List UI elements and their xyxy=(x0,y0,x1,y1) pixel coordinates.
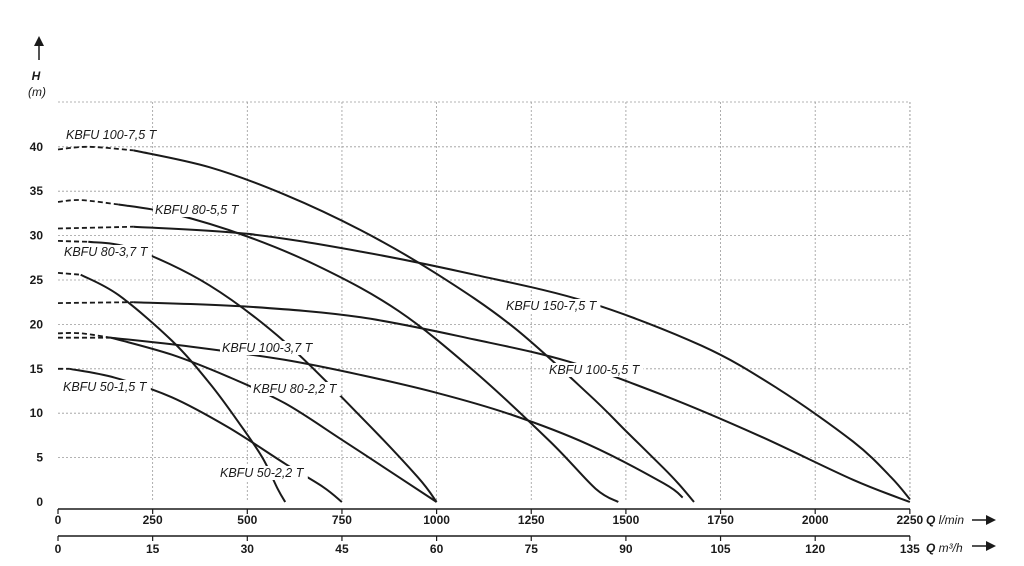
y-tick-label: 25 xyxy=(30,273,44,287)
curve-kbfu-50-2-2-t xyxy=(80,273,287,503)
curve-kbfu-150-7-5-t xyxy=(133,225,911,500)
x-primary-tick-label: 250 xyxy=(143,513,163,527)
x-primary-tick-label: 2250 xyxy=(896,513,923,527)
y-tick-label: 0 xyxy=(36,495,43,509)
curve-kbfu-100-5-5-t xyxy=(133,301,911,503)
x-primary-arrow-head xyxy=(986,515,996,525)
curve-kbfu-100-5-5-t-dashed xyxy=(57,301,134,304)
label-bg-kbfu-50-2-2-t xyxy=(218,466,308,480)
label-bg-kbfu-80-5-5-t xyxy=(153,203,243,217)
y-tick-label: 20 xyxy=(30,317,44,331)
y-tick-label: 10 xyxy=(30,406,44,420)
curve-kbfu-80-5-5-t xyxy=(118,203,619,503)
label-kbfu-80-2-2-t: KBFU 80-2,2 T xyxy=(253,382,338,396)
label-kbfu-100-3-7-t: KBFU 100-3,7 T xyxy=(222,341,314,355)
x-primary-tick-label: 1000 xyxy=(423,513,450,527)
label-bg-kbfu-100-7-5-t xyxy=(64,128,161,142)
label-kbfu-100-7-5-t: KBFU 100-7,5 T xyxy=(66,128,158,142)
y-tick-label: 15 xyxy=(30,362,44,376)
curve-kbfu-150-7-5-t-dashed xyxy=(57,225,134,230)
x-secondary-tick-label: 0 xyxy=(55,542,62,556)
curve-kbfu-80-3-7-t xyxy=(88,240,438,503)
curve-kbfu-100-7-5-t-dashed xyxy=(57,145,134,152)
y-tick-label: 40 xyxy=(30,140,44,154)
x-secondary-tick-label: 45 xyxy=(335,542,349,556)
x-secondary-tick-label: 15 xyxy=(146,542,160,556)
x-secondary-tick-label: 120 xyxy=(805,542,825,556)
y-tick-label: 30 xyxy=(30,229,44,243)
y-axis-arrow-head xyxy=(34,36,44,46)
x-axis-secondary-title: Q m³/h xyxy=(926,541,963,555)
label-bg-kbfu-100-5-5-t xyxy=(547,363,644,377)
curve-kbfu-80-2-2-t xyxy=(110,336,438,503)
curve-kbfu-50-2-2-t-dashed xyxy=(57,272,81,276)
curve-kbfu-100-7-5-t xyxy=(133,149,695,503)
pump-curves xyxy=(57,145,911,503)
y-tick-label: 5 xyxy=(36,451,43,465)
x-primary-tick-label: 1250 xyxy=(518,513,545,527)
label-bg-kbfu-100-3-7-t xyxy=(220,341,317,355)
x-primary-tick-label: 1750 xyxy=(707,513,734,527)
label-kbfu-100-5-5-t: KBFU 100-5,5 T xyxy=(549,363,641,377)
curve-kbfu-50-1-5-t xyxy=(69,367,343,503)
label-kbfu-80-3-7-t: KBFU 80-3,7 T xyxy=(64,245,149,259)
x-axis-primary-title: Q l/min xyxy=(926,513,964,527)
x-secondary-tick-label: 75 xyxy=(525,542,539,556)
curve-kbfu-80-5-5-t-dashed xyxy=(57,199,119,206)
label-bg-kbfu-80-2-2-t xyxy=(251,382,341,396)
y-tick-label: 35 xyxy=(30,184,44,198)
y-axis-symbol: H xyxy=(32,69,41,83)
x-secondary-arrow-head xyxy=(986,541,996,551)
x-primary-tick-label: 0 xyxy=(55,513,62,527)
x-primary-tick-label: 750 xyxy=(332,513,352,527)
label-kbfu-50-1-5-t: KBFU 50-1,5 T xyxy=(63,380,148,394)
y-axis-unit: (m) xyxy=(28,85,46,99)
label-bg-kbfu-50-1-5-t xyxy=(61,380,151,394)
label-kbfu-150-7-5-t: KBFU 150-7,5 T xyxy=(506,299,598,313)
curve-kbfu-80-2-2-t-dashed xyxy=(57,332,112,339)
x-secondary-tick-label: 135 xyxy=(900,542,920,556)
x-primary-tick-label: 2000 xyxy=(802,513,829,527)
curve-kbfu-80-3-7-t-dashed xyxy=(57,240,89,243)
label-kbfu-50-2-2-t: KBFU 50-2,2 T xyxy=(220,466,305,480)
curve-kbfu-100-3-7-t xyxy=(110,336,684,499)
label-bg-kbfu-150-7-5-t xyxy=(504,299,601,313)
label-kbfu-80-5-5-t: KBFU 80-5,5 T xyxy=(155,203,240,217)
x-primary-tick-label: 500 xyxy=(237,513,257,527)
x-secondary-tick-label: 105 xyxy=(711,542,731,556)
curve-labels: KBFU 100-7,5 T KBFU 80-5,5 T KBFU 150-7,5 … xyxy=(61,128,644,480)
x-primary-tick-label: 1500 xyxy=(613,513,640,527)
label-bg-kbfu-80-3-7-t xyxy=(62,245,152,259)
x-secondary-tick-label: 90 xyxy=(619,542,633,556)
x-secondary-tick-label: 60 xyxy=(430,542,444,556)
x-secondary-tick-label: 30 xyxy=(241,542,255,556)
